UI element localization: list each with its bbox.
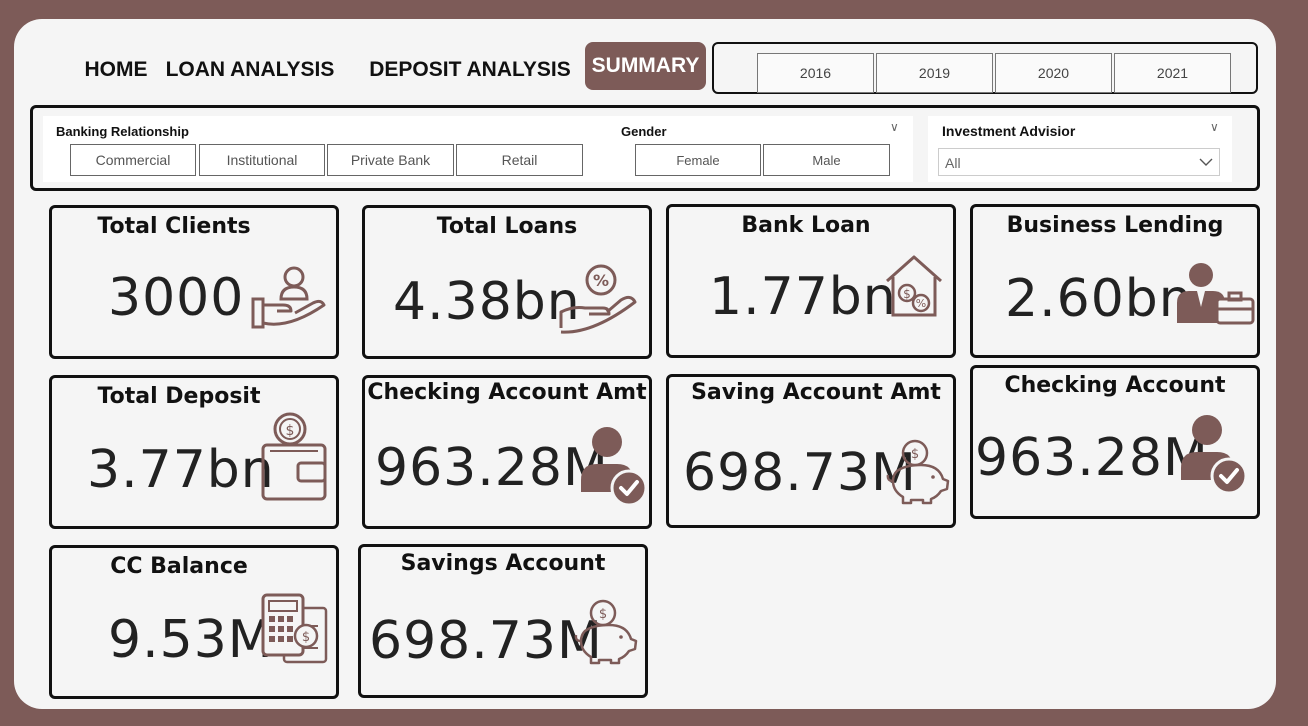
svg-text:$: $ [302, 630, 310, 645]
slicer-option-private-bank[interactable]: Private Bank [327, 144, 454, 176]
year-button-2016[interactable]: 2016 [757, 53, 874, 93]
card-title: Bank Loan [741, 213, 871, 238]
kpi-card-total-clients: Total Clients 3000 [49, 205, 339, 359]
card-value: 9.53M [108, 610, 274, 670]
card-title: Savings Account [400, 551, 606, 576]
year-button-2021[interactable]: 2021 [1114, 53, 1231, 93]
card-title: Business Lending [1006, 213, 1224, 238]
slicer-option-retail[interactable]: Retail [456, 144, 583, 176]
card-value: 1.77bn [709, 267, 897, 327]
hand-user-icon [251, 266, 326, 329]
svg-text:%: % [593, 271, 609, 290]
kpi-card-cc-balance: CC Balance 9.53M $ [49, 545, 339, 699]
svg-text:$: $ [286, 423, 295, 439]
house-money-icon: $ % [886, 255, 942, 317]
slicer-option-male[interactable]: Male [763, 144, 890, 176]
investment-advisor-title: Investment Advisior [942, 123, 1076, 139]
card-title: CC Balance [110, 554, 248, 579]
kpi-card-savings-account: Savings Account 698.73M $ [358, 544, 648, 698]
nav-loan-analysis[interactable]: LOAN ANALYSIS [165, 58, 335, 81]
banking-relationship-title: Banking Relationship [56, 124, 189, 139]
year-button-2020[interactable]: 2020 [995, 53, 1112, 93]
card-title: Checking Account [1004, 373, 1226, 398]
svg-text:$: $ [911, 447, 919, 462]
businessman-briefcase-icon [1177, 263, 1255, 325]
svg-text:$: $ [599, 607, 607, 622]
user-check-icon [581, 427, 648, 506]
kpi-card-total-deposit: Total Deposit 3.77bn $ [49, 375, 339, 529]
card-title: Total Loans [436, 214, 578, 239]
nav-home[interactable]: HOME [84, 58, 148, 81]
card-value: 963.28M [975, 428, 1209, 488]
hand-percent-icon: % [559, 264, 637, 334]
chevron-down-icon [1199, 158, 1213, 166]
kpi-card-saving-account-amt: Saving Account Amt 698.73M $ [666, 374, 956, 528]
card-value: 698.73M [683, 443, 917, 503]
kpi-card-total-loans: Total Loans 4.38bn % [362, 205, 652, 359]
svg-text:$: $ [903, 287, 911, 301]
kpi-card-business-lending: Business Lending 2.60bn [970, 204, 1260, 358]
filter-bar: Banking Relationship Commercial Institut… [30, 105, 1260, 191]
card-title: Total Clients [97, 214, 251, 239]
slicer-option-female[interactable]: Female [635, 144, 761, 176]
card-title: Saving Account Amt [691, 380, 941, 405]
investment-advisor-slicer: Investment Advisior ∨ All [928, 116, 1232, 182]
card-value: 4.38bn [393, 272, 581, 332]
dashboard-panel: HOME LOAN ANALYSIS DEPOSIT ANALYSIS SUMM… [14, 19, 1276, 709]
card-value: 3.77bn [87, 440, 275, 500]
card-value: 963.28M [375, 438, 609, 498]
gender-title: Gender [621, 124, 667, 139]
calculator-icon: $ [261, 593, 328, 664]
year-button-2019[interactable]: 2019 [876, 53, 993, 93]
card-value: 698.73M [369, 611, 603, 671]
kpi-card-checking-account: Checking Account 963.28M [970, 365, 1260, 519]
year-slicer: 2016 2019 2020 2021 [712, 42, 1258, 94]
dropdown-selected-value: All [945, 155, 961, 171]
wallet-coin-icon: $ [261, 412, 327, 501]
chevron-down-icon[interactable]: ∨ [1210, 120, 1219, 134]
svg-text:%: % [916, 297, 926, 310]
slicer-option-institutional[interactable]: Institutional [199, 144, 325, 176]
slicer-option-commercial[interactable]: Commercial [70, 144, 196, 176]
card-value: 3000 [108, 268, 245, 328]
investment-advisor-dropdown[interactable]: All [938, 148, 1220, 176]
piggy-bank-icon: $ [886, 439, 950, 505]
banking-gender-slicer-group: Banking Relationship Commercial Institut… [43, 116, 913, 182]
card-value: 2.60bn [1005, 269, 1193, 329]
kpi-card-bank-loan: Bank Loan 1.77bn $ % [666, 204, 956, 358]
nav-deposit-analysis[interactable]: DEPOSIT ANALYSIS [369, 58, 571, 81]
chevron-down-icon[interactable]: ∨ [890, 120, 899, 134]
nav-summary[interactable]: SUMMARY [585, 42, 706, 90]
card-title: Checking Account Amt [367, 380, 647, 405]
piggy-bank-icon: $ [574, 599, 638, 665]
card-title: Total Deposit [97, 384, 261, 409]
user-check-icon [1181, 415, 1248, 494]
kpi-card-checking-account-amt: Checking Account Amt 963.28M [362, 375, 652, 529]
